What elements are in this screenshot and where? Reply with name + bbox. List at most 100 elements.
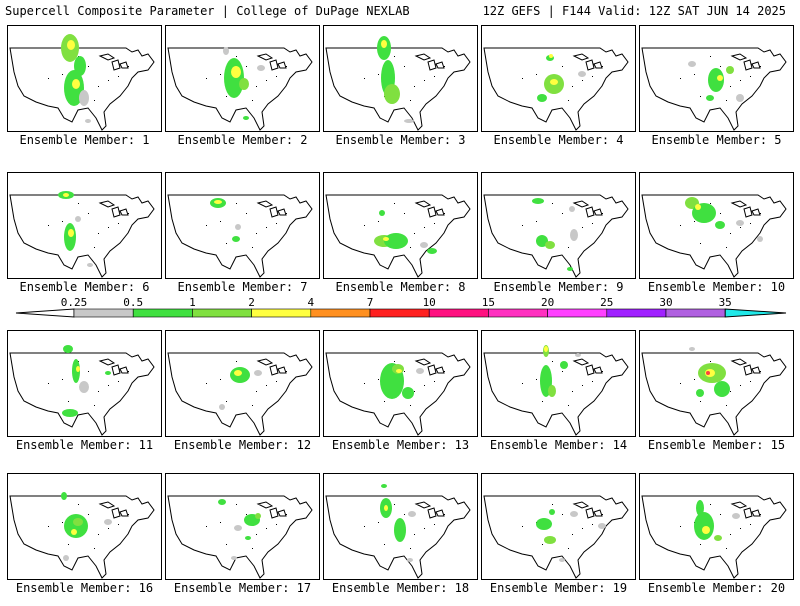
- map-tick: [410, 548, 411, 549]
- legend-label: 10: [423, 296, 436, 309]
- great-lakes: [414, 358, 445, 376]
- scp-contour: [536, 518, 552, 530]
- map-tick: [226, 243, 227, 244]
- map-tick: [98, 233, 99, 234]
- map-tick: [226, 401, 227, 402]
- map-tick: [522, 526, 523, 527]
- us-coastline: [9, 194, 155, 278]
- legend-swatch: [547, 308, 608, 318]
- member-caption: Ensemble Member: 19: [489, 581, 628, 595]
- map-tick: [730, 391, 731, 392]
- ensemble-panel: Ensemble Member: 20: [639, 473, 794, 606]
- scp-contour: [72, 79, 80, 89]
- map-tick: [602, 514, 603, 515]
- member-caption: Ensemble Member: 6: [19, 280, 150, 294]
- map-tick: [252, 405, 253, 406]
- map-tick: [364, 78, 365, 79]
- ensemble-map: [481, 172, 636, 279]
- map-tick: [542, 544, 543, 545]
- map-tick: [434, 381, 435, 382]
- ensemble-map: [165, 330, 320, 437]
- scp-contour: [79, 90, 89, 106]
- map-tick: [378, 379, 379, 380]
- scp-contour: [717, 75, 723, 81]
- map-tick: [552, 203, 553, 204]
- member-caption: Ensemble Member: 8: [335, 280, 466, 294]
- map-tick: [760, 66, 761, 67]
- map-tick: [226, 96, 227, 97]
- ensemble-panel: Ensemble Member: 5: [639, 25, 794, 158]
- member-caption: Ensemble Member: 9: [493, 280, 624, 294]
- great-lakes: [256, 358, 287, 376]
- map-tick: [414, 534, 415, 535]
- map-tick: [286, 213, 287, 214]
- legend-swatch: [369, 308, 430, 318]
- scp-contour: [232, 236, 240, 242]
- map-tick: [414, 86, 415, 87]
- ensemble-map: [481, 25, 636, 132]
- map-tick: [602, 213, 603, 214]
- scp-contour: [383, 237, 389, 241]
- us-coastline: [483, 194, 629, 278]
- scp-contour: [224, 58, 244, 98]
- map-tick: [760, 371, 761, 372]
- ensemble-panel: Ensemble Member: 11: [7, 330, 162, 463]
- scp-contour: [736, 94, 744, 102]
- map-tick: [364, 225, 365, 226]
- great-lakes: [256, 501, 287, 519]
- ensemble-panel: Ensemble Member: 16: [7, 473, 162, 606]
- map-tick: [680, 383, 681, 384]
- member-caption: Ensemble Member: 13: [331, 438, 470, 452]
- map-tick: [410, 100, 411, 101]
- ensemble-panel: Ensemble Member: 7: [165, 172, 320, 305]
- great-lakes: [98, 53, 129, 71]
- member-caption: Ensemble Member: 15: [647, 438, 786, 452]
- map-tick: [592, 223, 593, 224]
- scp-contour: [381, 40, 387, 48]
- map-tick: [206, 78, 207, 79]
- us-coastline: [167, 194, 313, 278]
- map-tick: [128, 66, 129, 67]
- scp-contour: [72, 359, 80, 383]
- scp-contour: [243, 116, 249, 120]
- map-tick: [94, 247, 95, 248]
- page-title: Supercell Composite Parameter | College …: [5, 4, 410, 18]
- scp-contour: [402, 387, 414, 399]
- scp-contour: [736, 220, 744, 226]
- map-tick: [680, 225, 681, 226]
- ensemble-map: [7, 25, 162, 132]
- great-lakes: [98, 200, 129, 218]
- scp-contour: [706, 95, 714, 101]
- scp-contour: [214, 200, 222, 204]
- us-coastline: [641, 352, 787, 436]
- map-tick: [404, 213, 405, 214]
- scp-contour: [757, 236, 763, 242]
- map-tick: [700, 401, 701, 402]
- map-tick: [694, 221, 695, 222]
- ensemble-panel: Ensemble Member: 6: [7, 172, 162, 305]
- map-tick: [394, 56, 395, 57]
- map-tick: [236, 56, 237, 57]
- map-tick: [720, 66, 721, 67]
- map-tick: [536, 379, 537, 380]
- scp-contour: [404, 119, 414, 123]
- map-tick: [434, 223, 435, 224]
- map-tick: [62, 379, 63, 380]
- us-coastline: [167, 495, 313, 579]
- map-tick: [286, 514, 287, 515]
- map-tick: [78, 203, 79, 204]
- scp-contour: [64, 223, 76, 251]
- us-coastline: [9, 495, 155, 579]
- ensemble-map: [639, 25, 794, 132]
- scp-contour: [218, 499, 226, 505]
- map-tick: [98, 391, 99, 392]
- scp-contour: [598, 523, 606, 529]
- ensemble-map: [639, 330, 794, 437]
- scp-contour: [420, 242, 428, 248]
- scp-contour: [416, 368, 424, 374]
- great-lakes: [256, 53, 287, 71]
- map-tick: [414, 391, 415, 392]
- scp-contour: [537, 94, 547, 102]
- legend-label: 7: [367, 296, 374, 309]
- map-tick: [592, 76, 593, 77]
